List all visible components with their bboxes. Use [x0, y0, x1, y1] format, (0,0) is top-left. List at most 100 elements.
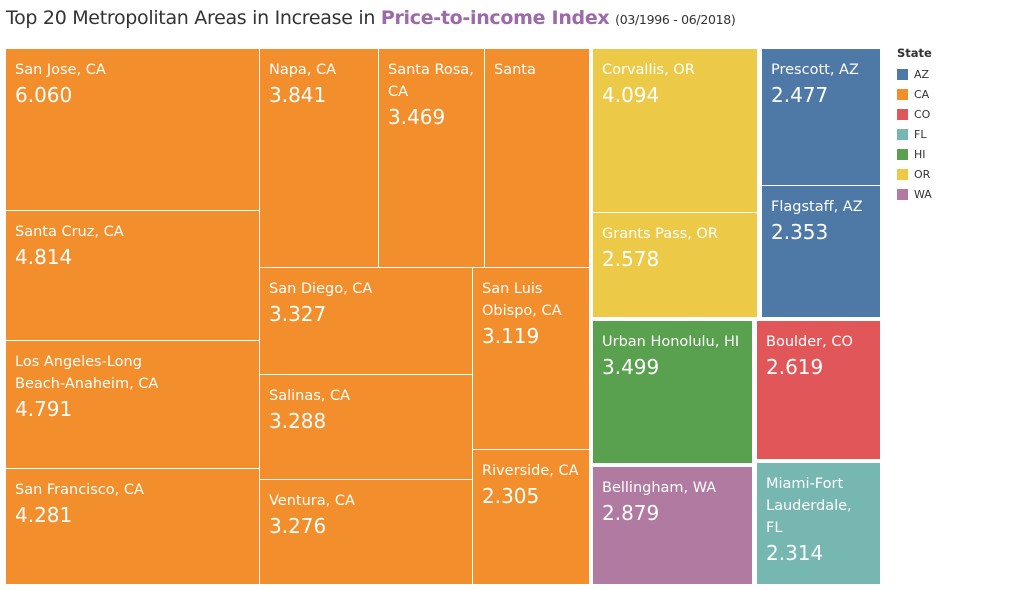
tile-rect [260, 49, 378, 267]
tile-rect [379, 49, 484, 267]
tile-value: 2.353 [771, 220, 828, 244]
legend-item-fl[interactable]: FL [897, 124, 932, 144]
tile-rect [260, 268, 472, 374]
tile-value: 3.841 [269, 83, 326, 107]
tile-santa[interactable]: Santa [485, 49, 589, 267]
tile-rect [260, 375, 472, 479]
tile-grants-pass-or[interactable]: Grants Pass, OR 2.578 [593, 213, 757, 317]
tile-san-jose-ca[interactable]: San Jose, CA 6.060 [6, 49, 259, 210]
tile-rect [593, 213, 757, 317]
tile-value: 2.477 [771, 83, 828, 107]
tile-label: Urban Honolulu, HI [602, 334, 739, 350]
legend-label: CO [914, 107, 931, 121]
tile-label: Grants Pass, OR [602, 226, 718, 242]
tile-value: 3.288 [269, 409, 326, 433]
tile-label: Santa [494, 62, 536, 78]
tile-rect [260, 480, 472, 584]
legend-swatch [897, 188, 908, 200]
tile-label: Boulder, CO [766, 334, 853, 350]
tile-ventura-ca[interactable]: Ventura, CA 3.276 [260, 480, 472, 584]
legend-item-wa[interactable]: WA [897, 184, 932, 204]
tile-rect [593, 321, 752, 463]
tile-value: 2.305 [482, 484, 539, 508]
legend-item-ca[interactable]: CA [897, 84, 932, 104]
tile-riverside-ca[interactable]: Riverside, CA 2.305 [473, 450, 589, 584]
tile-napa-ca[interactable]: Napa, CA 3.841 [260, 49, 378, 267]
tile-label: Bellingham, WA [602, 480, 716, 496]
tile-urban-honolulu-hi[interactable]: Urban Honolulu, HI 3.499 [593, 321, 752, 463]
tile-san-francisco-ca[interactable]: San Francisco, CA 4.281 [6, 469, 259, 584]
legend-label: FL [914, 127, 927, 141]
tile-rect [593, 49, 757, 212]
chart-title: Top 20 Metropolitan Areas in Increase in… [6, 7, 736, 29]
tile-value: 4.281 [15, 503, 72, 527]
tile-label: Los Angeles-Long Beach-Anaheim, CA [15, 354, 158, 392]
tile-value: 2.619 [766, 355, 823, 379]
tile-value: 2.578 [602, 247, 659, 271]
tile-rect [6, 469, 259, 584]
tile-bellingham-wa[interactable]: Bellingham, WA 2.879 [593, 467, 752, 584]
tile-label: Salinas, CA [269, 388, 350, 404]
tile-rect [6, 211, 259, 340]
tile-corvallis-or[interactable]: Corvallis, OR 4.094 [593, 49, 757, 212]
legend-item-az[interactable]: AZ [897, 64, 932, 84]
tile-prescott-az[interactable]: Prescott, AZ 2.477 [762, 49, 880, 185]
tile-san-luis-obispo-ca[interactable]: San Luis Obispo, CA 3.119 [473, 268, 589, 449]
tile-rect [593, 467, 752, 584]
legend-swatch [897, 88, 908, 100]
tile-label: Santa Rosa, CA [388, 62, 474, 100]
tile-rect [485, 49, 589, 267]
title-highlight: Price-to-income Index [380, 7, 610, 29]
tile-flagstaff-az[interactable]: Flagstaff, AZ 2.353 [762, 186, 880, 317]
legend-swatch [897, 168, 908, 180]
tile-label: Ventura, CA [269, 493, 355, 509]
tile-rect [757, 463, 880, 584]
title-prefix: Top 20 Metropolitan Areas in Increase in [6, 7, 381, 29]
legend-swatch [897, 128, 908, 140]
tile-miami-fort-lauderdale-fl[interactable]: Miami-Fort Lauderdale, FL 2.314 [757, 463, 880, 584]
legend-item-or[interactable]: OR [897, 164, 932, 184]
tile-rect [6, 341, 259, 468]
tile-value: 3.327 [269, 302, 326, 326]
legend-label: WA [914, 187, 932, 201]
tile-rect [762, 186, 880, 317]
tile-value: 4.094 [602, 83, 659, 107]
tile-san-diego-ca[interactable]: San Diego, CA 3.327 [260, 268, 472, 374]
tile-label: San Francisco, CA [15, 482, 144, 498]
tile-label: San Luis Obispo, CA [482, 281, 562, 319]
tile-los-angeles-long-beach-anaheim-ca[interactable]: Los Angeles-Long Beach-Anaheim, CA 4.791 [6, 341, 259, 468]
tile-label: Riverside, CA [482, 463, 579, 479]
tile-rect [6, 49, 259, 210]
legend-item-hi[interactable]: HI [897, 144, 932, 164]
tile-rect [757, 321, 880, 459]
tile-santa-rosa-ca[interactable]: Santa Rosa, CA 3.469 [379, 49, 484, 267]
tile-value: 3.276 [269, 514, 326, 538]
state-legend: State AZ CA CO FL HI OR WA [897, 46, 932, 204]
tile-rect [473, 268, 589, 449]
tile-rect [762, 49, 880, 185]
tile-santa-cruz-ca[interactable]: Santa Cruz, CA 4.814 [6, 211, 259, 340]
tile-label: Prescott, AZ [771, 62, 859, 78]
tile-label: Santa Cruz, CA [15, 224, 124, 240]
tile-label: San Diego, CA [269, 281, 372, 297]
tile-value: 3.119 [482, 324, 539, 348]
legend-label: CA [914, 87, 930, 101]
title-date-range: (03/1996 - 06/2018) [615, 12, 736, 27]
tile-value: 3.469 [388, 105, 445, 129]
tile-value: 3.499 [602, 355, 659, 379]
legend-item-co[interactable]: CO [897, 104, 932, 124]
tile-salinas-ca[interactable]: Salinas, CA 3.288 [260, 375, 472, 479]
tile-label: Miami-Fort Lauderdale, FL [766, 476, 852, 536]
legend-swatch [897, 108, 908, 120]
tile-value: 2.314 [766, 541, 823, 565]
legend-label: AZ [914, 67, 930, 81]
legend-label: HI [914, 147, 926, 161]
tile-label: Napa, CA [269, 62, 336, 78]
legend-swatch [897, 68, 908, 80]
tile-rect [473, 450, 589, 584]
legend-items: AZ CA CO FL HI OR WA [897, 64, 932, 204]
tile-label: San Jose, CA [15, 62, 106, 78]
tile-label: Corvallis, OR [602, 62, 695, 78]
tile-boulder-co[interactable]: Boulder, CO 2.619 [757, 321, 880, 459]
